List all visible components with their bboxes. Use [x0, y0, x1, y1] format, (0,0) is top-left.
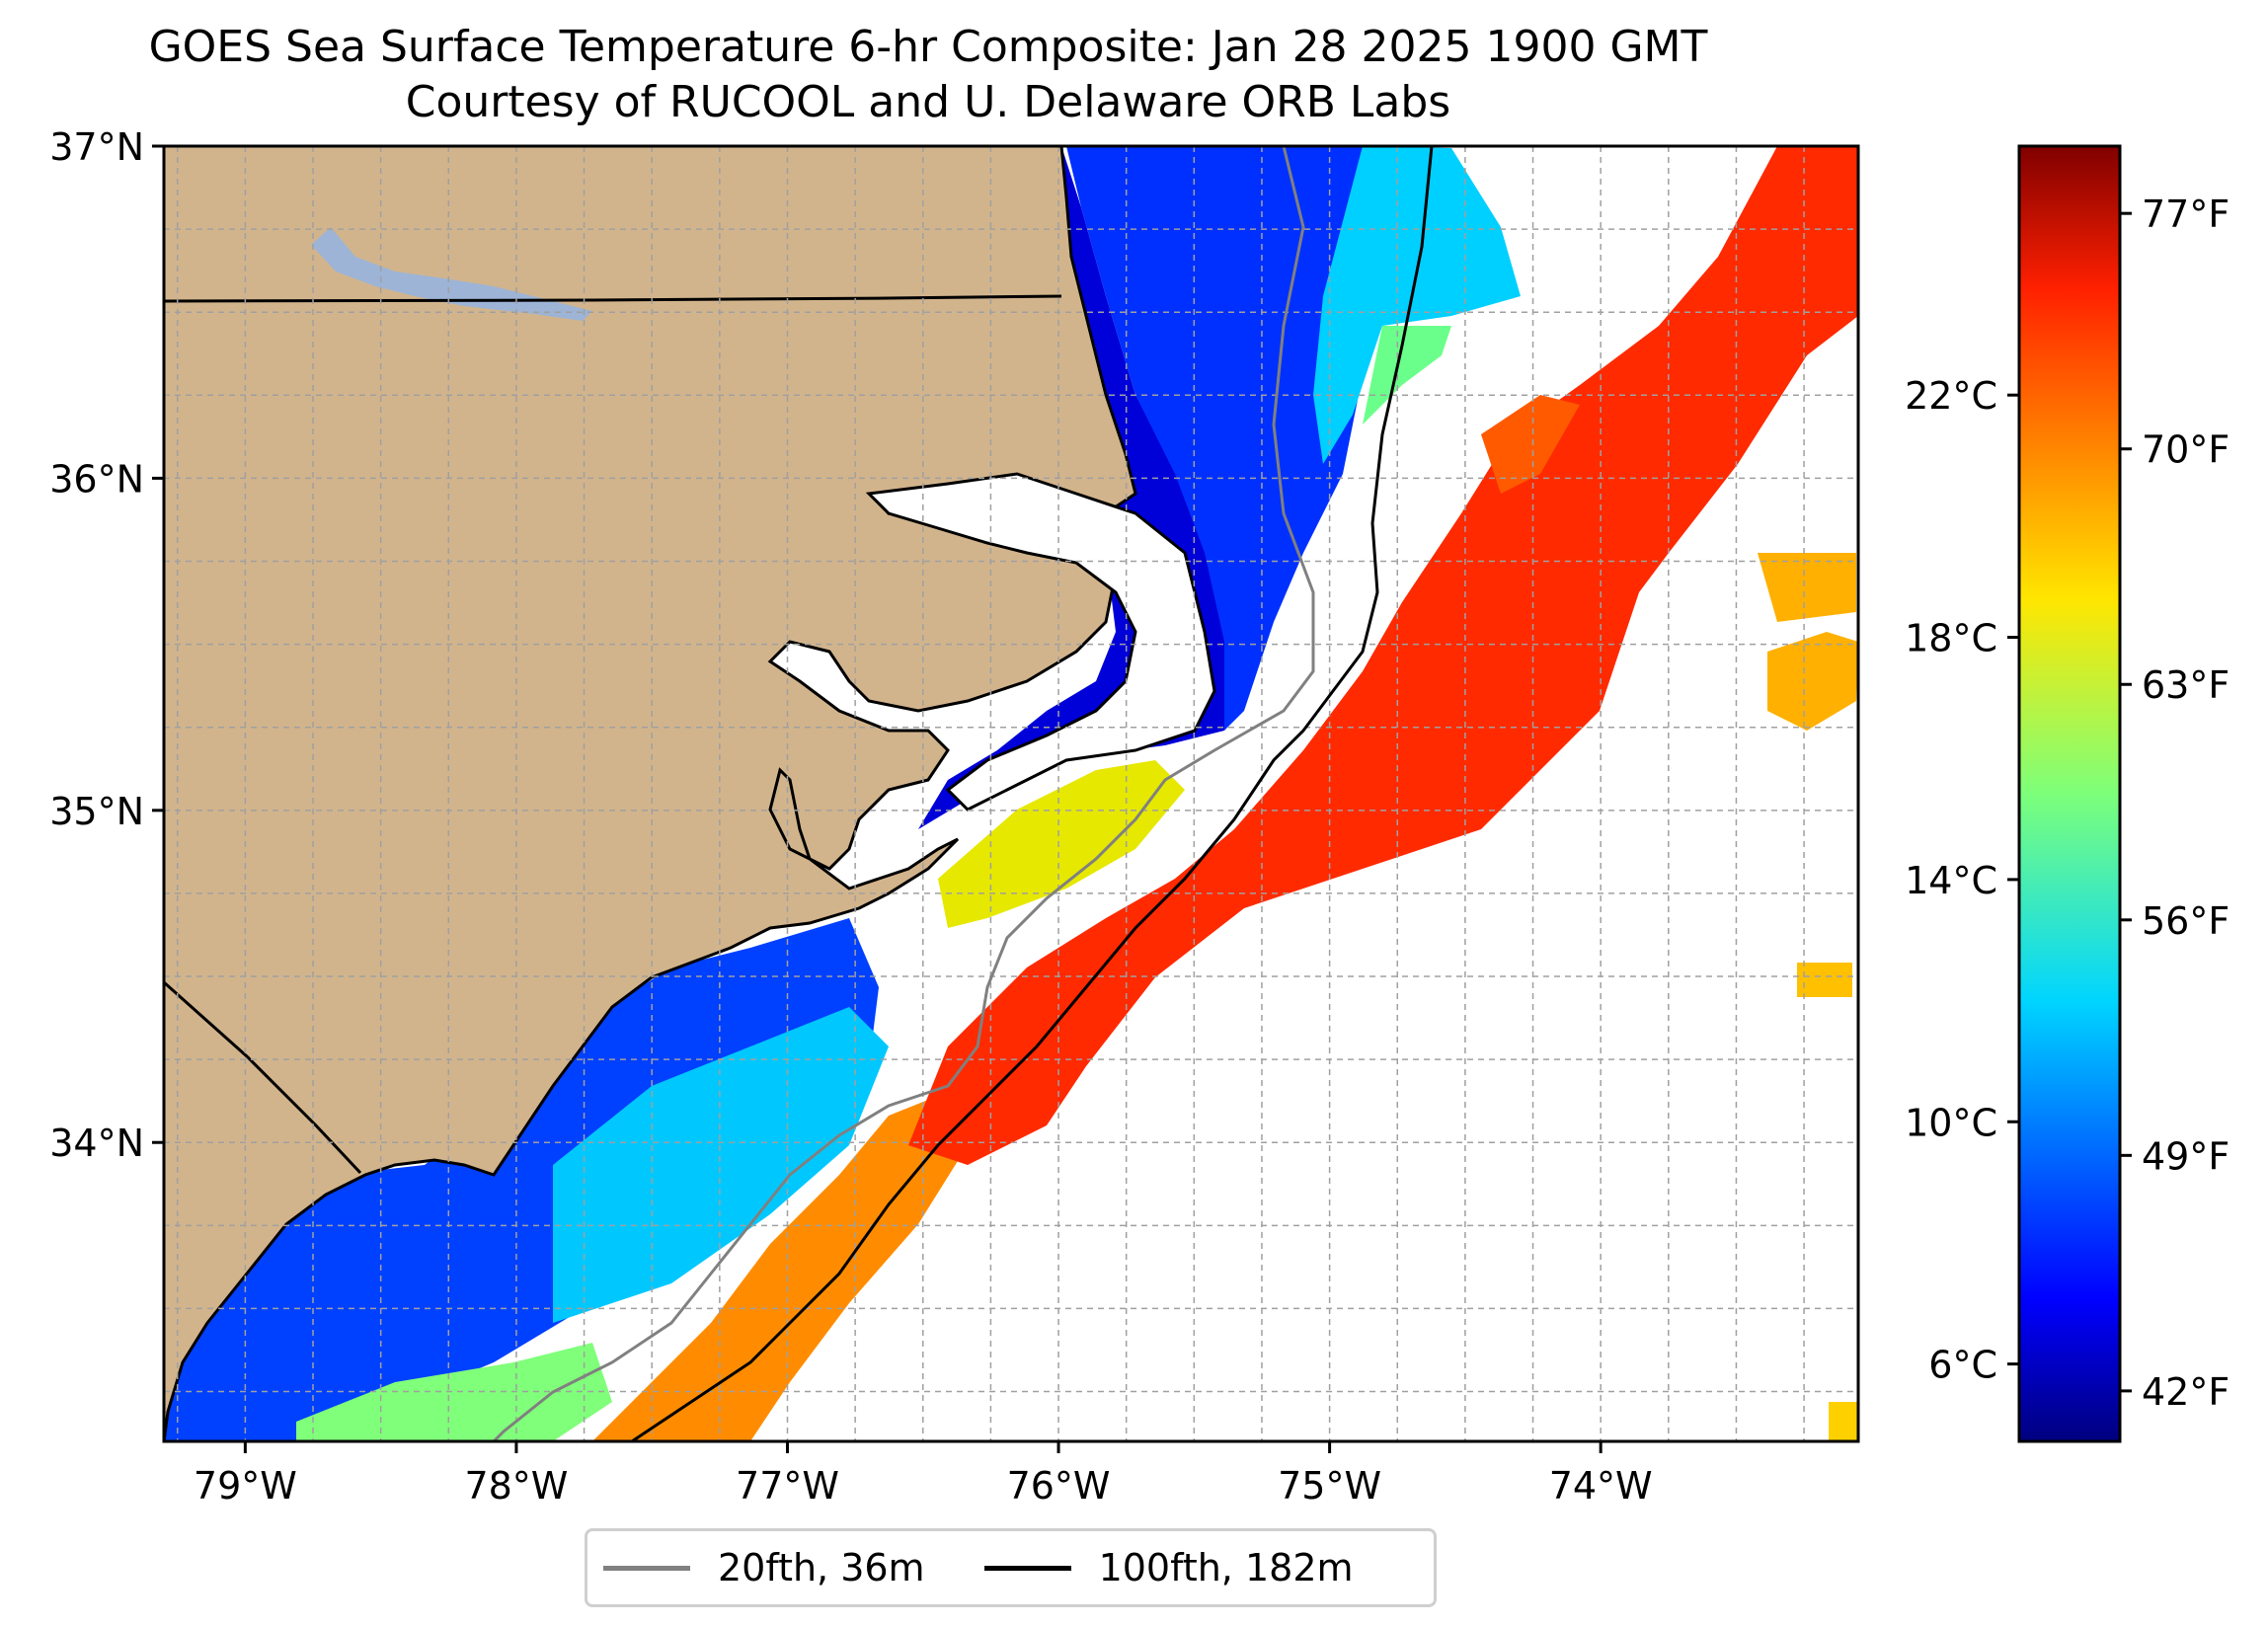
sst-south-coastal-cyan	[553, 1007, 889, 1323]
sst-offshore-orange-patch	[1767, 632, 1858, 731]
legend-line-100fth	[983, 1565, 1071, 1571]
fahrenheit-tick-label: 42°F	[2142, 1370, 2229, 1414]
state-boundary-va-nc	[164, 294, 1062, 303]
sst-south-coastal-blue	[164, 918, 879, 1441]
lat-tick-label: 34°N	[49, 1122, 144, 1165]
legend-line-20fth	[603, 1565, 690, 1571]
pamlico-sound	[865, 472, 1216, 812]
map-axis-ticks: 37°N 36°N 35°N 34°N 79°W 78°W 77°W 76°W 75°W 74°W	[49, 125, 1652, 1508]
lon-tick-label: 77°W	[736, 1464, 839, 1508]
sst-gulf-stream-edge	[1481, 395, 1580, 494]
fahrenheit-tick-label: 77°F	[2142, 193, 2229, 236]
lon-tick-label: 78°W	[464, 1464, 568, 1508]
legend-item-20fth: 20fth, 36m	[587, 1546, 925, 1589]
graticule	[164, 146, 1858, 1441]
lat-tick-label: 37°N	[49, 125, 144, 169]
isobath-20fth	[492, 146, 1315, 1441]
celsius-tick-label: 22°C	[1905, 374, 1997, 418]
lon-tick-label: 76°W	[1007, 1464, 1111, 1508]
sst-gulf-stream-core	[908, 146, 1858, 1165]
isobath-100fth	[631, 146, 1434, 1441]
sst-field	[164, 146, 1858, 1441]
chart-subtitle: Courtesy of RUCOOL and U. Delaware ORB L…	[405, 77, 1451, 127]
inland-lake	[311, 227, 592, 321]
sst-cyan-water	[1313, 146, 1521, 464]
map-area	[164, 146, 1858, 1441]
lon-tick-label: 79°W	[194, 1464, 297, 1508]
legend-item-100fth: 100fth, 182m	[969, 1546, 1354, 1589]
colorbar	[2017, 144, 2122, 1443]
fahrenheit-tick-label: 56°F	[2142, 899, 2229, 943]
lon-tick-label: 75°W	[1278, 1464, 1381, 1508]
celsius-tick-label: 14°C	[1905, 859, 1997, 902]
legend-label-100fth: 100fth, 182m	[1098, 1546, 1354, 1589]
sst-south-green	[296, 1343, 612, 1441]
map-frame	[162, 144, 1860, 1443]
state-boundary-nc-sc	[164, 980, 362, 1175]
fahrenheit-tick-label: 63°F	[2142, 663, 2229, 707]
celsius-tick-label: 10°C	[1905, 1101, 1997, 1144]
sst-green-water	[1363, 326, 1451, 425]
celsius-tick-label: 6°C	[1928, 1344, 1997, 1387]
sst-offshore-yellow-patch	[1797, 963, 1852, 997]
sst-offshore-yellow-patch-2	[1829, 1402, 1858, 1441]
sst-south-shelf-orange	[592, 1096, 968, 1441]
sst-offshore-orange-patch-2	[1758, 553, 1856, 622]
celsius-tick-label: 18°C	[1905, 617, 1997, 660]
lat-tick-label: 36°N	[49, 457, 144, 501]
colorbar-ticks: 77°F 70°F 63°F 56°F 49°F 42°F 22°C 18°C 14°C 10°C…	[1905, 193, 2229, 1414]
lat-tick-label: 35°N	[49, 790, 144, 833]
chart-title: GOES Sea Surface Temperature 6-hr Compos…	[148, 22, 1708, 72]
lon-tick-label: 74°W	[1549, 1464, 1653, 1508]
legend: 20fth, 36m 100fth, 182m	[585, 1528, 1437, 1607]
legend-label-20fth: 20fth, 36m	[718, 1546, 925, 1589]
fahrenheit-tick-label: 70°F	[2142, 428, 2229, 472]
fahrenheit-tick-label: 49°F	[2142, 1134, 2229, 1178]
sst-shelf-yellow-water	[938, 760, 1185, 928]
